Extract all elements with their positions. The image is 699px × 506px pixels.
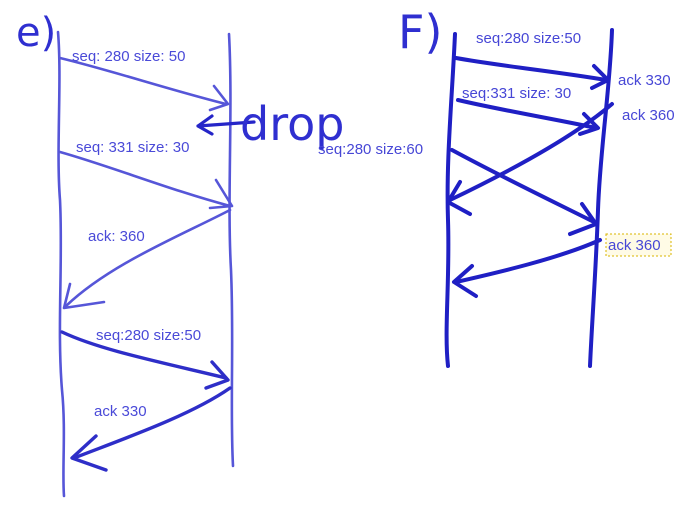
panel-e-drop-note: drop xyxy=(240,97,344,151)
panel-f-msg2-label: seq:331 size: 30 xyxy=(462,85,571,102)
panel-f-sender-timeline xyxy=(444,32,457,368)
panel-f-ack3-arrow xyxy=(454,238,602,284)
panel-f-ack3-label: ack 360 xyxy=(608,237,661,254)
panel-e-msg1-arrow xyxy=(58,56,228,106)
panel-e-msg1-label: seq: 280 size: 50 xyxy=(72,48,185,65)
panel-f-msg2-arrowhead xyxy=(578,112,600,136)
panel-f-ack3-arrowhead xyxy=(452,264,478,298)
panel-e-heading: e) xyxy=(16,10,56,56)
panel-f-ack1-label: ack 330 xyxy=(618,72,671,89)
panel-f-msg2-arrow xyxy=(456,98,598,130)
panel-f-receiver-timeline xyxy=(588,28,614,368)
panel-e-msg3-label: seq:280 size:50 xyxy=(96,327,201,344)
panel-e-ack2-arrowhead xyxy=(70,434,108,472)
panel-e-ack1-arrow xyxy=(64,208,232,308)
panel-e-drop-arrow xyxy=(196,114,256,136)
panel-e-sender-timeline xyxy=(56,30,66,498)
panel-f-ack2-label: ack 360 xyxy=(622,107,675,124)
panel-f-heading: F) xyxy=(398,5,442,59)
panel-e-ack1-label: ack: 360 xyxy=(88,228,145,245)
panel-f-msg3-label: seq:280 size:60 xyxy=(318,141,423,158)
panel-f-msg1-label: seq:280 size:50 xyxy=(476,30,581,47)
panel-e-msg3-arrow xyxy=(60,330,228,380)
panel-e-ack1-arrowhead xyxy=(62,282,106,310)
panel-f-ack1-arrow xyxy=(448,102,614,202)
panel-f-ack3-highlight xyxy=(605,233,672,257)
panel-e: e) seq: 280 size: 50 drop seq: 331 size:… xyxy=(16,10,344,498)
panel-f-ack1-arrowhead xyxy=(446,180,472,216)
panel-e-ack2-arrow xyxy=(72,386,232,460)
panel-f-msg1-arrow xyxy=(454,56,608,82)
panel-e-receiver-timeline xyxy=(227,32,235,468)
panel-f: F) seq:280 size:50 ack 330 seq:331 size:… xyxy=(318,5,675,368)
panel-e-msg2-arrowhead xyxy=(208,178,234,210)
panel-e-msg1-arrowhead xyxy=(208,84,230,112)
panel-e-msg2-label: seq: 331 size: 30 xyxy=(76,139,189,156)
panel-f-msg3-arrow xyxy=(450,148,596,224)
panel-e-msg3-arrowhead xyxy=(204,360,230,390)
panel-f-msg3-arrowhead xyxy=(568,202,598,236)
panel-e-ack2-label: ack 330 xyxy=(94,403,147,420)
panel-e-msg2-arrow xyxy=(58,150,232,208)
panel-f-msg1-arrowhead xyxy=(590,64,610,90)
